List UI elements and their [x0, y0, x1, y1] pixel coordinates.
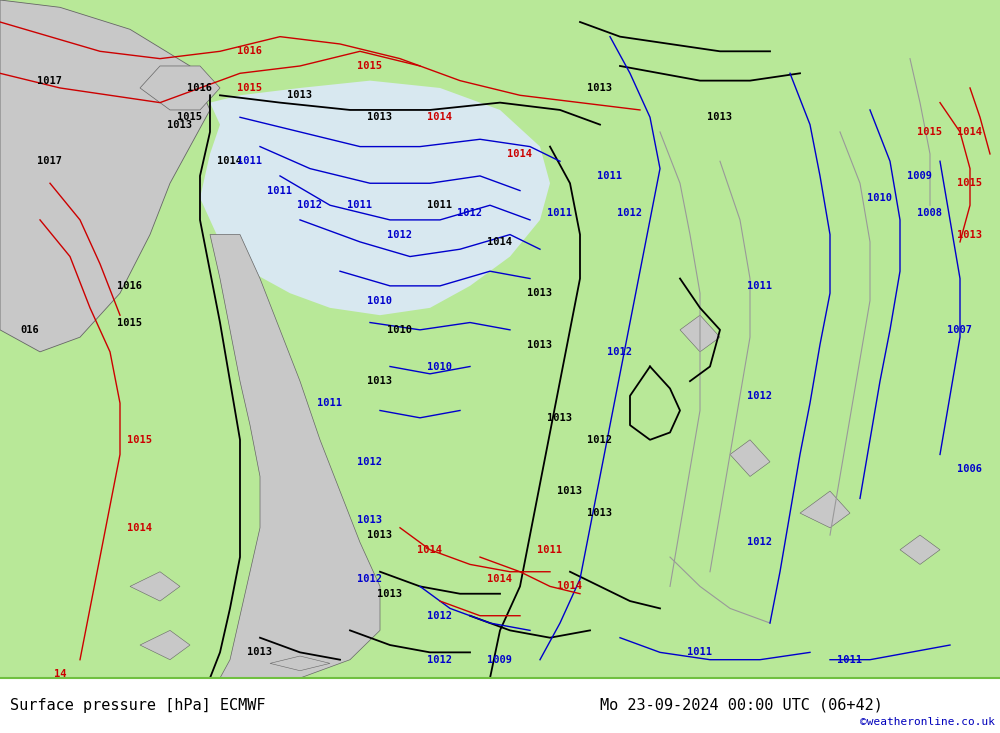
Text: 1014: 1014: [428, 112, 452, 122]
Text: 1013: 1013: [528, 288, 552, 298]
Text: 1015: 1015: [128, 435, 152, 445]
Text: 1010: 1010: [868, 193, 893, 203]
Text: 14: 14: [54, 669, 66, 679]
Polygon shape: [210, 235, 380, 678]
Text: 1012: 1012: [388, 229, 413, 240]
Text: 1010: 1010: [388, 325, 413, 335]
Text: 1011: 1011: [548, 207, 572, 218]
Polygon shape: [900, 535, 940, 564]
Text: 1008: 1008: [918, 207, 942, 218]
Text: 1010: 1010: [368, 295, 392, 306]
Polygon shape: [680, 315, 720, 352]
Polygon shape: [130, 572, 180, 601]
Text: 1011: 1011: [238, 156, 262, 166]
Text: 1012: 1012: [618, 207, 642, 218]
Text: 1011: 1011: [318, 398, 342, 408]
Text: 1012: 1012: [748, 537, 772, 548]
Text: Mo 23-09-2024 00:00 UTC (06+42): Mo 23-09-2024 00:00 UTC (06+42): [600, 698, 883, 712]
Text: 1014: 1014: [218, 156, 242, 166]
Text: 016: 016: [21, 325, 39, 335]
Text: 1015: 1015: [358, 61, 382, 71]
Text: 1017: 1017: [38, 156, 62, 166]
Text: 1012: 1012: [428, 611, 452, 621]
Text: 1015: 1015: [178, 112, 202, 122]
Polygon shape: [620, 59, 780, 678]
Text: 1014: 1014: [128, 523, 152, 533]
Text: 1012: 1012: [458, 207, 482, 218]
Text: 1006: 1006: [958, 464, 982, 474]
Text: 1016: 1016: [118, 281, 143, 291]
Text: 1013: 1013: [368, 376, 392, 386]
Polygon shape: [0, 0, 210, 352]
Text: 1012: 1012: [748, 391, 772, 401]
Text: 1007: 1007: [948, 325, 972, 335]
Text: 1011: 1011: [348, 200, 372, 210]
Text: 1015: 1015: [958, 178, 982, 188]
Text: 1012: 1012: [358, 457, 382, 467]
Text: 1013: 1013: [528, 339, 552, 350]
Text: Surface pressure [hPa] ECMWF: Surface pressure [hPa] ECMWF: [10, 698, 266, 712]
Text: 1009: 1009: [488, 655, 512, 665]
Text: 1013: 1013: [368, 112, 392, 122]
Text: 1014: 1014: [508, 149, 532, 159]
Text: 1013: 1013: [248, 647, 272, 658]
Text: 1012: 1012: [358, 574, 382, 584]
Text: 1014: 1014: [558, 581, 582, 592]
Text: 1012: 1012: [588, 435, 612, 445]
Text: 1013: 1013: [548, 413, 572, 423]
Text: 1015: 1015: [118, 317, 143, 328]
Text: 1011: 1011: [688, 647, 712, 658]
Text: 1011: 1011: [268, 185, 292, 196]
Text: 1013: 1013: [358, 515, 382, 526]
Polygon shape: [800, 491, 850, 528]
Text: 1013: 1013: [958, 229, 982, 240]
Text: 1015: 1015: [238, 83, 262, 93]
Text: 1014: 1014: [418, 545, 442, 555]
Text: 1013: 1013: [378, 589, 402, 599]
Polygon shape: [200, 81, 550, 315]
Text: 1010: 1010: [428, 361, 452, 372]
Text: 1012: 1012: [608, 347, 633, 357]
Text: 1011: 1011: [748, 281, 772, 291]
Text: 1017: 1017: [38, 75, 62, 86]
Text: 1014: 1014: [488, 237, 512, 247]
Text: 1013: 1013: [558, 486, 582, 496]
Text: 1013: 1013: [588, 83, 612, 93]
Text: 1011: 1011: [598, 171, 622, 181]
Text: 1008: 1008: [438, 691, 462, 701]
Polygon shape: [140, 630, 190, 660]
Text: 1012: 1012: [428, 655, 452, 665]
Text: 1014: 1014: [958, 127, 982, 137]
Text: 1016: 1016: [188, 83, 212, 93]
Text: 1011: 1011: [428, 200, 452, 210]
Text: 1013: 1013: [708, 112, 732, 122]
Text: 1016: 1016: [238, 46, 262, 56]
Text: 1014: 1014: [488, 574, 512, 584]
Text: 1013: 1013: [288, 90, 312, 100]
Text: 1015: 1015: [918, 127, 942, 137]
Bar: [0, 678, 1000, 733]
Text: 1013: 1013: [368, 530, 392, 540]
Text: 1013: 1013: [168, 119, 192, 130]
Text: 1012: 1012: [298, 200, 322, 210]
Text: ©weatheronline.co.uk: ©weatheronline.co.uk: [860, 717, 995, 727]
Text: 1013: 1013: [588, 508, 612, 518]
Polygon shape: [270, 656, 330, 671]
Text: 1011: 1011: [538, 545, 562, 555]
Polygon shape: [730, 440, 770, 476]
Text: 1011: 1011: [838, 655, 862, 665]
Text: 1009: 1009: [908, 171, 932, 181]
Polygon shape: [140, 66, 220, 110]
